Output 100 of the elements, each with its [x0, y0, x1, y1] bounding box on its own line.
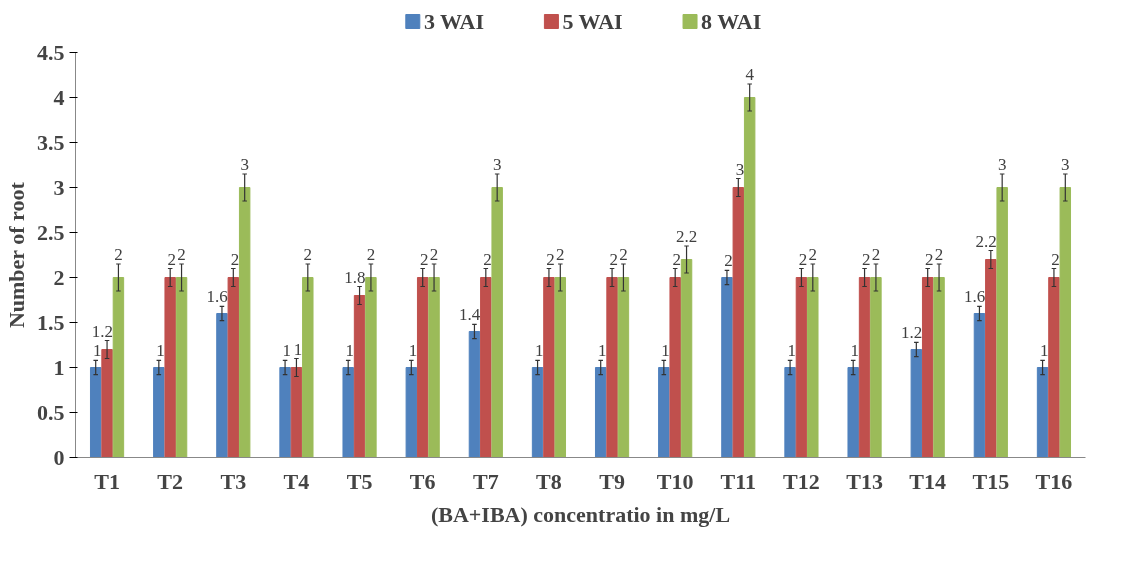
bar — [216, 313, 228, 458]
x-tick-label: T3 — [220, 468, 247, 494]
bar — [721, 277, 733, 458]
data-label: 1 — [345, 341, 355, 361]
data-label: 2 — [672, 249, 682, 269]
bar — [302, 277, 314, 458]
bar — [480, 277, 492, 458]
bar — [669, 277, 681, 458]
bar — [921, 277, 934, 458]
bar — [973, 313, 986, 458]
legend-label: 8 WAI — [701, 9, 762, 34]
data-label: 1 — [93, 341, 102, 361]
data-label: 1.6 — [206, 287, 228, 307]
data-label: 1 — [661, 341, 670, 361]
y-tick-label: 1 — [53, 354, 65, 380]
x-tick-label: T14 — [909, 468, 947, 494]
data-label: 2 — [366, 245, 376, 264]
bar — [290, 367, 303, 458]
bar — [89, 367, 102, 458]
bar — [807, 277, 819, 458]
data-label: 3 — [997, 155, 1007, 174]
y-axis-title: Number of root — [4, 181, 29, 329]
bar — [617, 277, 630, 458]
bar — [531, 367, 544, 458]
bar — [112, 277, 125, 458]
bar — [858, 277, 871, 458]
bar — [910, 349, 923, 458]
bar — [175, 277, 188, 458]
x-tick-label: T11 — [720, 468, 757, 494]
data-label: 2 — [167, 249, 177, 269]
data-label: 1 — [534, 341, 544, 361]
data-label: 1.4 — [459, 305, 481, 325]
x-tick-label: T7 — [472, 468, 499, 494]
data-label: 1 — [850, 341, 860, 361]
data-label: 2 — [1051, 249, 1060, 269]
bar — [732, 187, 745, 458]
x-tick-label: T8 — [536, 468, 562, 494]
x-tick-label: T13 — [846, 468, 883, 494]
bar — [101, 349, 113, 458]
data-label: 2 — [934, 245, 944, 264]
legend-label: 3 WAI — [423, 9, 485, 34]
bar — [164, 277, 176, 458]
data-label: 1 — [408, 341, 418, 361]
data-label: 2.2 — [975, 231, 997, 251]
bar — [594, 367, 607, 458]
data-label: 1.2 — [900, 323, 923, 343]
data-label: 2 — [609, 249, 618, 269]
bar — [743, 97, 756, 458]
data-label: 2 — [177, 245, 186, 264]
data-label: 2.2 — [675, 227, 698, 246]
bar — [847, 367, 859, 458]
data-label: 1.6 — [964, 287, 986, 307]
data-label: 3 — [735, 159, 745, 179]
data-label: 2 — [546, 249, 555, 269]
data-label: 3 — [240, 155, 249, 174]
bar — [428, 277, 440, 458]
bar — [543, 277, 555, 458]
bar — [279, 367, 291, 458]
bar — [227, 277, 240, 458]
data-label: 1 — [598, 341, 607, 361]
data-label: 2 — [303, 245, 313, 264]
bar — [342, 367, 354, 458]
bar — [996, 187, 1008, 458]
bar — [784, 367, 796, 458]
data-label: 2 — [114, 245, 123, 264]
bar — [1059, 187, 1072, 458]
x-tick-label: T16 — [1035, 468, 1073, 494]
y-tick-label: 3 — [53, 174, 65, 200]
x-tick-label: T15 — [972, 468, 1010, 494]
x-tick-label: T2 — [157, 468, 184, 494]
data-label: 1 — [156, 341, 165, 361]
data-label: 2 — [230, 249, 240, 269]
bar — [468, 331, 481, 458]
bar — [985, 259, 997, 458]
bar — [933, 277, 945, 458]
data-label: 2 — [871, 245, 881, 264]
data-label: 1.8 — [344, 267, 366, 287]
data-label: 2 — [798, 249, 808, 269]
bar — [153, 367, 165, 458]
bar — [1048, 277, 1060, 458]
bar — [416, 277, 429, 458]
y-tick-label: 0 — [53, 444, 65, 470]
data-label: 2 — [420, 249, 429, 269]
x-tick-label: T12 — [783, 468, 820, 494]
y-tick-label: 3.5 — [37, 129, 65, 155]
data-label: 4 — [745, 65, 755, 84]
data-label: 2 — [556, 245, 565, 264]
data-label: 2 — [483, 249, 492, 269]
bar — [554, 277, 567, 458]
bar — [680, 259, 693, 458]
bar — [353, 295, 366, 458]
x-tick-label: T1 — [94, 468, 120, 494]
bar — [606, 277, 618, 458]
x-axis-title: (BA+IBA) concentratio in mg/L — [430, 501, 731, 527]
data-label: 1 — [282, 341, 291, 361]
data-label: 2 — [925, 249, 934, 269]
x-tick-label: T5 — [346, 468, 373, 494]
y-tick-label: 2.5 — [37, 219, 65, 245]
data-label: 1.2 — [91, 321, 113, 341]
bar — [365, 277, 377, 458]
